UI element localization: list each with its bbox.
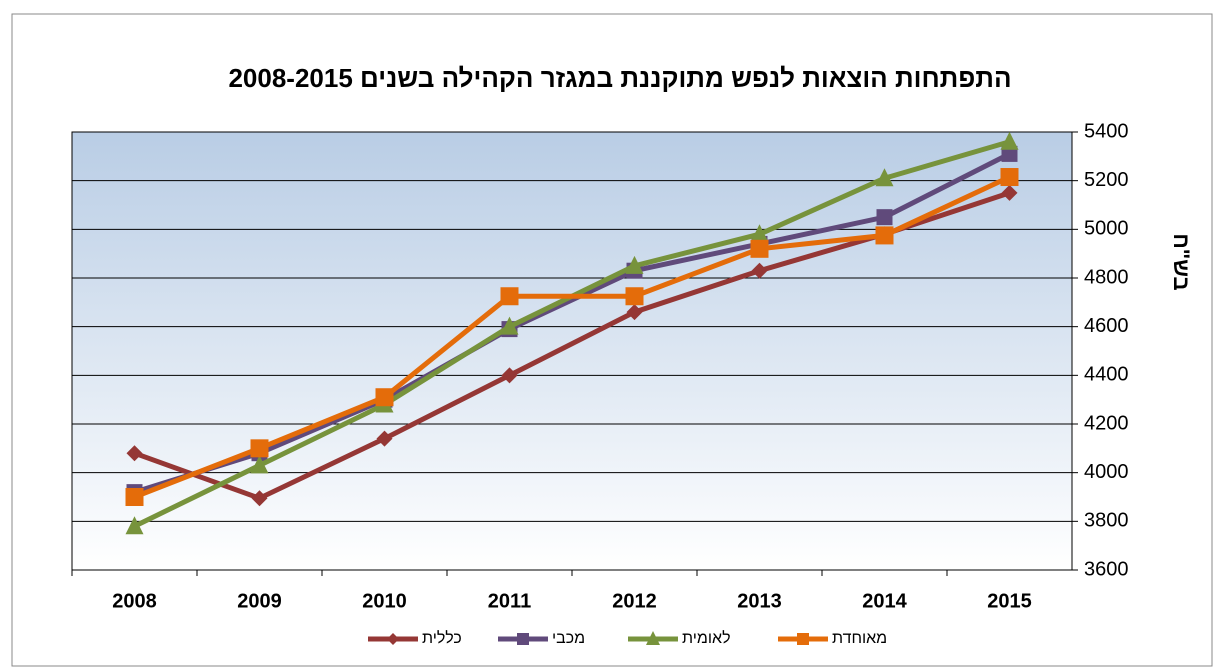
x-tick-label: 2014 [862,590,907,612]
chart-title: התפתחות הוצאות לנפש מתוקננת במגזר הקהילה… [228,63,1011,93]
x-tick-label: 2011 [488,590,531,612]
legend-label: לאומית [682,629,731,647]
point [500,316,519,335]
point [250,439,269,458]
y-tick-label: 4000 [1084,461,1129,483]
y-tick-label: 4200 [1084,412,1129,434]
point [125,488,144,506]
x-tick-label: 2012 [612,590,657,612]
point [875,226,894,245]
point [1000,168,1019,187]
y-tick-label: 3800 [1084,510,1129,532]
y-axis-label: בש"ח [1169,233,1194,290]
point [751,262,768,279]
point [376,430,393,447]
legend-label: מכבי [552,630,585,647]
point [626,304,643,321]
point [797,633,809,645]
point [1001,184,1018,201]
point [500,287,519,306]
y-tick-label: 4400 [1084,364,1129,386]
series-line [133,151,1011,495]
point [387,633,399,645]
x-tick-label: 2013 [737,590,782,612]
point [876,209,893,226]
y-tick-label: 4600 [1084,315,1129,337]
legend-label: מאוחדת [832,630,887,647]
point [625,255,644,274]
point [1000,131,1019,150]
point [126,445,143,462]
point [501,367,518,384]
point [250,455,269,474]
x-tick-label: 2009 [237,590,282,612]
point [375,388,394,407]
x-tick-label: 2008 [112,590,157,612]
series-line [133,190,1011,501]
x-tick-label: 2010 [362,590,407,612]
point [646,631,660,645]
point [251,490,268,507]
point [750,224,769,243]
point [517,633,529,645]
y-tick-label: 4800 [1084,266,1129,288]
point [750,239,769,258]
y-tick-label: 3600 [1084,558,1129,580]
point [1001,145,1018,162]
y-tick-label: 5200 [1084,169,1129,191]
series-line [133,174,1011,500]
y-tick-label: 5400 [1084,120,1129,142]
x-tick-label: 2015 [987,590,1032,612]
point [625,287,644,306]
point [125,516,144,535]
point [875,168,894,187]
y-tick-label: 5000 [1084,218,1129,240]
legend-label: כללית [422,629,462,647]
